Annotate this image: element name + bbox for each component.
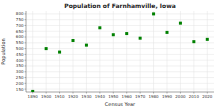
x-grid-line: [153, 11, 154, 92]
point: [192, 40, 195, 43]
x-tick-label: 1890: [28, 94, 39, 99]
point: [152, 12, 155, 15]
title: Population of Farnhamville, Iowa: [64, 2, 175, 10]
x-tick-label: 1930: [81, 94, 92, 99]
point: [45, 47, 48, 50]
y-tick-label: 650: [16, 29, 24, 34]
x-tick-label: 2000: [175, 94, 186, 99]
y-tick: [25, 19, 27, 20]
x-grid-line: [73, 11, 74, 92]
point: [98, 26, 101, 29]
x-tick-label: 1960: [122, 94, 133, 99]
y-tick-label: 450: [16, 52, 24, 57]
y-grid-line: [26, 83, 214, 84]
y-grid-line: [26, 37, 214, 38]
chart-container: 1890190019101920193019401950196019701980…: [0, 0, 220, 110]
y-tick: [25, 77, 27, 78]
point: [206, 38, 209, 41]
point: [139, 37, 142, 40]
x-grid-line: [193, 11, 194, 92]
y-tick-label: 200: [16, 81, 24, 86]
y-grid-line: [26, 65, 214, 66]
x-grid-line: [167, 11, 168, 92]
chart-svg: 1890190019101920193019401950196019701980…: [0, 0, 220, 110]
x-grid-line: [59, 11, 60, 92]
y-tick-label: 550: [16, 40, 24, 45]
x-tick-label: 2020: [202, 94, 213, 99]
y-tick: [25, 60, 27, 61]
x-tick-label: 2010: [189, 94, 200, 99]
x-grid-line: [180, 11, 181, 92]
y-tick: [25, 25, 27, 26]
y-tick: [25, 65, 27, 66]
x-grid-line: [99, 11, 100, 92]
point: [166, 31, 169, 34]
x-ticks: 1890190019101920193019401950196019701980…: [28, 92, 213, 99]
y-tick: [25, 42, 27, 43]
y-tick: [25, 37, 27, 38]
y-tick: [25, 54, 27, 55]
x-grid-line: [32, 11, 33, 92]
y-grid-line: [26, 19, 214, 20]
point: [85, 44, 88, 47]
x-axis-line: [26, 92, 214, 93]
y-tick: [25, 48, 27, 49]
y-tick-label: 150: [16, 87, 24, 92]
point: [72, 39, 75, 42]
x-tick-label: 1910: [54, 94, 65, 99]
point: [112, 33, 115, 36]
y-grid-line: [26, 60, 214, 61]
y-tick: [25, 89, 27, 90]
y-tick-label: 350: [16, 63, 24, 68]
y-grid-line: [26, 31, 214, 32]
x-tick-label: 1940: [95, 94, 106, 99]
grid: [26, 11, 214, 92]
x-tick-label: 1920: [68, 94, 79, 99]
y-tick-label: 600: [16, 34, 24, 39]
y-tick-label: 800: [16, 11, 24, 16]
y-axis-line: [26, 11, 27, 92]
y-grid-line: [26, 42, 214, 43]
points: [31, 12, 209, 92]
y-tick-label: 750: [16, 17, 24, 22]
x-grid-line: [140, 11, 141, 92]
x-axis-label: Census Year: [105, 101, 136, 107]
y-grid-line: [26, 48, 214, 49]
y-tick-label: 500: [16, 46, 24, 51]
y-grid-line: [26, 13, 214, 14]
y-axis-label: Population: [0, 38, 7, 64]
point: [31, 90, 34, 92]
x-tick-label: 1900: [41, 94, 52, 99]
y-tick-label: 300: [16, 69, 24, 74]
x-tick-label: 1980: [148, 94, 159, 99]
x-grid-line: [46, 11, 47, 92]
x-tick-label: 1970: [135, 94, 146, 99]
x-tick-label: 1950: [108, 94, 119, 99]
background: [0, 0, 220, 110]
x-grid-line: [86, 11, 87, 92]
x-grid-line: [126, 11, 127, 92]
y-tick: [25, 71, 27, 72]
y-grid-line: [26, 54, 214, 55]
x-grid-line: [113, 11, 114, 92]
point: [179, 22, 182, 25]
y-grid-line: [26, 89, 214, 90]
x-grid-line: [207, 11, 208, 92]
y-ticks: 1502002503003504004505005506006507007508…: [16, 11, 26, 91]
y-tick-label: 250: [16, 75, 24, 80]
y-tick: [25, 31, 27, 32]
y-grid-line: [26, 77, 214, 78]
point: [58, 51, 61, 54]
y-tick: [25, 83, 27, 84]
y-grid-line: [26, 25, 214, 26]
y-tick-label: 400: [16, 58, 24, 63]
x-tick-label: 1990: [162, 94, 173, 99]
y-tick-label: 700: [16, 23, 24, 28]
y-tick: [25, 13, 27, 14]
point: [125, 32, 128, 35]
y-grid-line: [26, 71, 214, 72]
